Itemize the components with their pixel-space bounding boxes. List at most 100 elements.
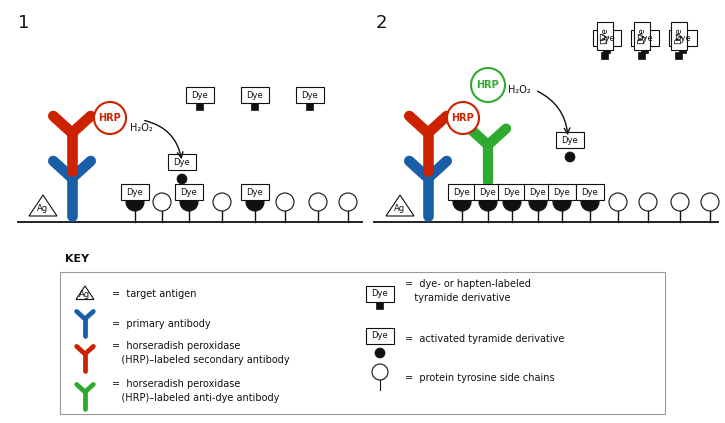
Circle shape <box>447 102 479 134</box>
Circle shape <box>639 193 657 211</box>
FancyBboxPatch shape <box>593 30 621 46</box>
FancyBboxPatch shape <box>576 184 604 200</box>
Circle shape <box>529 193 547 211</box>
Text: Dye: Dye <box>599 33 616 42</box>
Text: HRP: HRP <box>99 113 121 123</box>
Circle shape <box>177 174 187 184</box>
FancyBboxPatch shape <box>241 87 269 103</box>
Circle shape <box>503 193 521 211</box>
Text: Dye: Dye <box>247 91 263 99</box>
FancyBboxPatch shape <box>556 132 584 148</box>
FancyBboxPatch shape <box>121 184 149 200</box>
Text: HRP: HRP <box>476 80 500 90</box>
Bar <box>639 52 645 59</box>
FancyBboxPatch shape <box>474 184 502 200</box>
Bar <box>603 46 610 53</box>
Text: =  protein tyrosine side chains: = protein tyrosine side chains <box>405 373 555 383</box>
Bar <box>196 103 204 110</box>
Circle shape <box>471 68 505 102</box>
Text: H₂O₂: H₂O₂ <box>508 85 531 95</box>
Bar <box>676 52 682 59</box>
Polygon shape <box>386 195 414 216</box>
Circle shape <box>339 193 357 211</box>
Text: KEY: KEY <box>65 254 89 264</box>
Circle shape <box>372 364 388 380</box>
Bar <box>679 46 687 53</box>
Bar <box>642 46 648 53</box>
Text: Dye: Dye <box>675 33 692 42</box>
FancyBboxPatch shape <box>168 154 196 170</box>
Text: Dye: Dye <box>191 91 208 99</box>
FancyBboxPatch shape <box>524 184 552 200</box>
FancyBboxPatch shape <box>60 272 665 414</box>
Text: Ag: Ag <box>38 204 49 213</box>
Circle shape <box>375 348 385 358</box>
Text: Ag: Ag <box>394 204 405 213</box>
Circle shape <box>94 102 126 134</box>
Text: HRP: HRP <box>452 113 474 123</box>
Circle shape <box>153 193 171 211</box>
FancyBboxPatch shape <box>671 22 687 50</box>
Text: H₂O₂: H₂O₂ <box>130 123 153 133</box>
Text: 2: 2 <box>376 14 387 32</box>
FancyBboxPatch shape <box>669 30 697 46</box>
Circle shape <box>126 193 144 211</box>
FancyBboxPatch shape <box>498 184 526 200</box>
FancyBboxPatch shape <box>186 87 214 103</box>
FancyBboxPatch shape <box>548 184 576 200</box>
Text: Dye: Dye <box>581 187 598 197</box>
Text: Dye: Dye <box>372 289 389 299</box>
Text: Dye: Dye <box>637 33 653 42</box>
Text: Dye: Dye <box>562 135 579 145</box>
Circle shape <box>276 193 294 211</box>
Circle shape <box>479 193 497 211</box>
FancyBboxPatch shape <box>366 286 394 302</box>
FancyBboxPatch shape <box>296 87 324 103</box>
FancyBboxPatch shape <box>241 184 269 200</box>
FancyBboxPatch shape <box>175 184 203 200</box>
Text: Ag: Ag <box>80 290 91 299</box>
Text: Dye: Dye <box>480 187 497 197</box>
FancyBboxPatch shape <box>634 22 650 50</box>
Circle shape <box>581 193 599 211</box>
Text: 1: 1 <box>18 14 30 32</box>
Bar <box>602 52 608 59</box>
Polygon shape <box>76 286 94 299</box>
Bar <box>307 103 313 110</box>
Text: Dye: Dye <box>454 187 471 197</box>
Text: =  primary antibody: = primary antibody <box>112 319 211 329</box>
Polygon shape <box>29 195 57 216</box>
Text: Dye: Dye <box>127 187 144 197</box>
Circle shape <box>553 193 571 211</box>
Text: Dye: Dye <box>372 332 389 341</box>
Text: Dye: Dye <box>530 187 547 197</box>
Circle shape <box>671 193 689 211</box>
Circle shape <box>701 193 719 211</box>
Bar <box>376 302 384 309</box>
FancyBboxPatch shape <box>597 22 613 50</box>
Text: Dye: Dye <box>181 187 197 197</box>
Bar <box>252 103 259 110</box>
Text: Dye: Dye <box>173 157 191 167</box>
Text: Dye: Dye <box>637 27 647 44</box>
Circle shape <box>609 193 627 211</box>
Text: =  dye- or hapten-labeled
   tyramide derivative: = dye- or hapten-labeled tyramide deriva… <box>405 280 531 302</box>
Text: =  target antigen: = target antigen <box>112 289 196 299</box>
Text: Dye: Dye <box>302 91 318 99</box>
FancyBboxPatch shape <box>631 30 659 46</box>
Circle shape <box>309 193 327 211</box>
Text: Dye: Dye <box>674 27 684 44</box>
Text: =  horseradish peroxidase
   (HRP)–labeled secondary antibody: = horseradish peroxidase (HRP)–labeled s… <box>112 341 289 365</box>
Text: Dye: Dye <box>247 187 263 197</box>
Circle shape <box>180 193 198 211</box>
Text: Dye: Dye <box>554 187 571 197</box>
Circle shape <box>246 193 264 211</box>
Circle shape <box>213 193 231 211</box>
Circle shape <box>565 152 575 162</box>
Text: =  activated tyramide derivative: = activated tyramide derivative <box>405 334 564 344</box>
FancyBboxPatch shape <box>366 328 394 344</box>
Text: Dye: Dye <box>600 27 610 44</box>
FancyBboxPatch shape <box>448 184 476 200</box>
Circle shape <box>453 193 471 211</box>
Text: =  horseradish peroxidase
   (HRP)–labeled anti-dye antibody: = horseradish peroxidase (HRP)–labeled a… <box>112 379 279 403</box>
